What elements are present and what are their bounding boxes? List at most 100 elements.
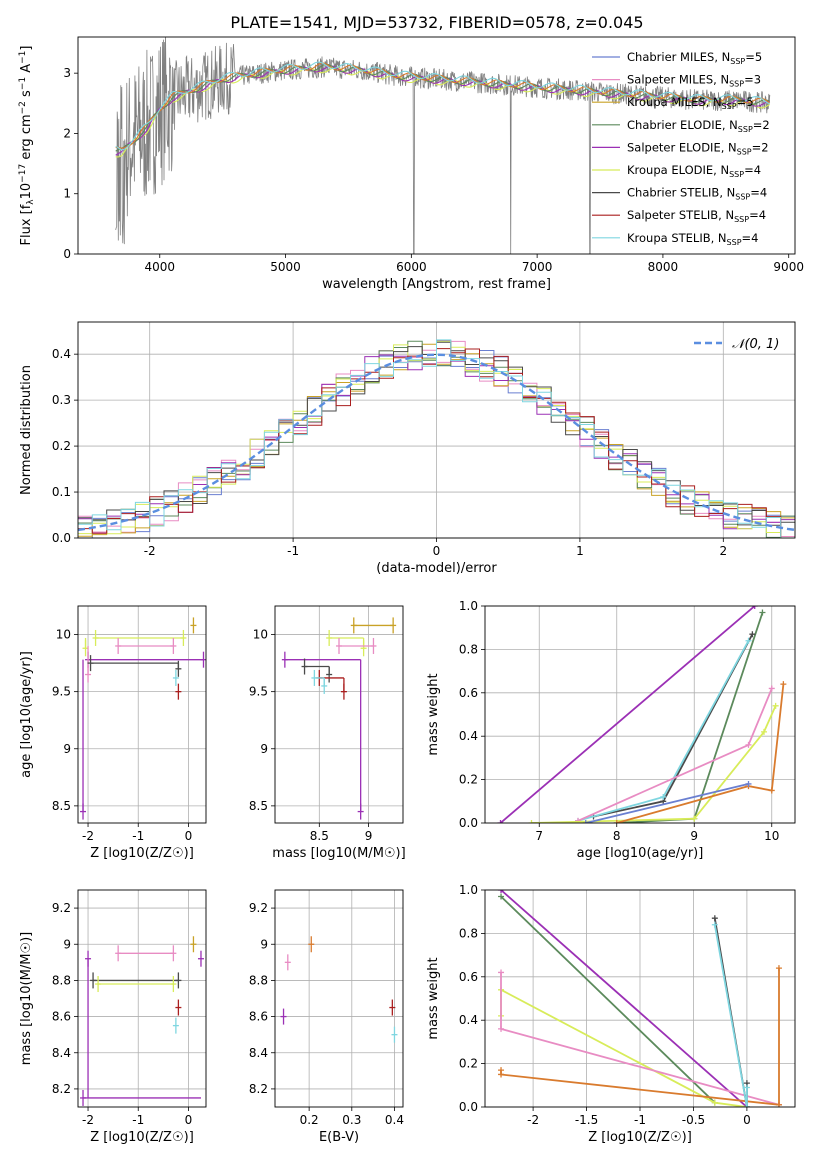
y-tick-label: 0.0 bbox=[52, 531, 71, 545]
weight-point-marker bbox=[745, 741, 752, 748]
y-tick-label: 0.4 bbox=[459, 1013, 478, 1027]
y-tick-label: 8.5 bbox=[52, 799, 71, 813]
residuals-panel: -2 -1 0 1 2 0.0 0.1 0.2 0.3 0.4 (data-model)/error… bbox=[19, 321, 796, 576]
weight-series-line bbox=[713, 924, 748, 1107]
y-tick-label: 9.2 bbox=[249, 901, 268, 915]
y-tick-label: 9.5 bbox=[52, 685, 71, 699]
x-axis-label: wavelength [Angstrom, rest frame] bbox=[322, 277, 551, 292]
plot-area bbox=[80, 936, 204, 1106]
plot-area bbox=[280, 936, 398, 1043]
weight-point-marker bbox=[761, 728, 767, 735]
y-tick-label: 0.6 bbox=[459, 970, 478, 984]
weight-series-line bbox=[585, 783, 749, 823]
x-tick-label: 0.2 bbox=[300, 1113, 319, 1127]
residual-histogram bbox=[78, 339, 795, 538]
y-tick-label: 9.2 bbox=[52, 901, 71, 915]
weight-point-marker bbox=[780, 681, 787, 688]
axes-frame bbox=[77, 889, 207, 1108]
weight-point-marker bbox=[768, 787, 775, 794]
y-tick-label: 0.0 bbox=[459, 816, 478, 830]
weight-point-marker bbox=[759, 609, 766, 616]
x-tick-label: -0.5 bbox=[682, 1113, 705, 1127]
plot-area bbox=[498, 890, 782, 1107]
weight-point-marker bbox=[582, 820, 589, 823]
plot-area bbox=[115, 37, 771, 254]
legend-entry: Kroupa MILES, NSSP=5 bbox=[627, 95, 754, 111]
axes-frame bbox=[77, 321, 796, 539]
legend-entry: 𝒩(0, 1) bbox=[732, 337, 779, 352]
model-spectrum bbox=[115, 62, 771, 149]
axes-frame bbox=[77, 36, 796, 255]
x-tick-label: 8 bbox=[613, 829, 621, 843]
y-tick-label: 8.5 bbox=[249, 799, 268, 813]
axes-frame bbox=[484, 605, 796, 824]
y-tick-label: 10 bbox=[253, 628, 268, 642]
weight-point-marker bbox=[768, 685, 775, 692]
y-tick-label: 0.2 bbox=[52, 439, 71, 453]
x-tick-label: 5000 bbox=[270, 260, 301, 274]
legend: Chabrier MILES, NSSP=5 Salpeter MILES, NS… bbox=[592, 50, 770, 247]
y-tick-label: 0.8 bbox=[459, 642, 478, 656]
x-axis-label: Z [log10(Z/Z☉)] bbox=[588, 1130, 692, 1145]
y-axis-label: mass [log10(M/M☉)] bbox=[19, 932, 34, 1065]
y-tick-label: 0 bbox=[63, 247, 71, 261]
y-tick-label: 8.8 bbox=[52, 973, 71, 987]
x-axis-label: Z [log10(Z/Z☉)] bbox=[90, 846, 194, 861]
weight-point-marker bbox=[528, 820, 535, 823]
y-tick-label: 0.6 bbox=[459, 686, 478, 700]
x-axis-label: mass [log10(M/M☉)] bbox=[272, 846, 405, 861]
y-tick-label: 8.8 bbox=[249, 973, 268, 987]
plot-area bbox=[497, 606, 787, 823]
x-axis-label: age [log10(age/yr)] bbox=[577, 846, 704, 861]
x-axis-label: Z [log10(Z/Z☉)] bbox=[90, 1130, 194, 1145]
weight-point-marker bbox=[711, 921, 718, 928]
weight-series-line bbox=[616, 684, 785, 823]
weight-point-marker bbox=[745, 637, 752, 644]
legend-entry: Chabrier MILES, NSSP=5 bbox=[627, 50, 762, 66]
legend-entry: Salpeter ELODIE, NSSP=2 bbox=[627, 140, 769, 156]
y-tick-label: 8.6 bbox=[52, 1010, 71, 1024]
y-axis-label: age [log10(age/yr)] bbox=[19, 651, 34, 778]
y-tick-label: 0.8 bbox=[459, 926, 478, 940]
weight-series-line bbox=[500, 895, 716, 1104]
weight-series-line bbox=[499, 606, 756, 823]
y-tick-label: 9 bbox=[260, 937, 268, 951]
y-tick-label: 0.1 bbox=[52, 485, 71, 499]
x-tick-label: -1.5 bbox=[575, 1113, 598, 1127]
x-tick-label: 7 bbox=[535, 829, 543, 843]
x-tick-label: 10 bbox=[764, 829, 779, 843]
weight-point-marker bbox=[660, 793, 667, 800]
x-tick-label: 0 bbox=[185, 829, 193, 843]
y-tick-label: 10 bbox=[56, 628, 71, 642]
axes-frame bbox=[484, 889, 796, 1108]
figure-title: PLATE=1541, MJD=53732, FIBERID=0578, z=0… bbox=[230, 13, 643, 32]
age-vs-z-panel: -2 -1 0 8.5 9 9.5 10 Z [log10(Z/Z☉)] age [log10(… bbox=[19, 605, 207, 861]
age-vs-mass-panel: 8.5 9 8.5 9 9.5 10 mass [log10(M/M☉)] bbox=[249, 605, 406, 861]
x-tick-label: 9000 bbox=[773, 260, 804, 274]
y-tick-label: 0.2 bbox=[459, 773, 478, 787]
weight-point-marker bbox=[711, 915, 718, 922]
weight-series-line bbox=[531, 705, 777, 823]
axes-frame bbox=[274, 605, 404, 824]
y-tick-label: 0.2 bbox=[459, 1057, 478, 1071]
weight-vs-age-panel: 7 8 9 10 0.0 0.2 0.4 0.6 0.8 1.0 age [log10(age/yr… bbox=[426, 599, 796, 861]
weight-series-line bbox=[616, 612, 764, 823]
y-tick-label: 3 bbox=[63, 66, 71, 80]
legend-entry: Kroupa ELODIE, NSSP=4 bbox=[627, 163, 761, 179]
y-tick-label: 8.6 bbox=[249, 1010, 268, 1024]
y-tick-label: 8.2 bbox=[52, 1082, 71, 1096]
x-tick-label: 0 bbox=[185, 1113, 193, 1127]
legend-entry: Kroupa STELIB, NSSP=4 bbox=[627, 231, 759, 247]
axes-frame bbox=[77, 605, 207, 824]
x-tick-label: 7000 bbox=[522, 260, 553, 274]
x-tick-label: -1 bbox=[132, 829, 144, 843]
x-axis-label: E(B-V) bbox=[319, 1130, 359, 1145]
weight-point-marker bbox=[498, 890, 505, 893]
y-tick-label: 0.4 bbox=[459, 729, 478, 743]
x-tick-label: -2 bbox=[82, 829, 94, 843]
y-axis-label: mass weight bbox=[426, 673, 441, 755]
x-tick-label: -2 bbox=[82, 1113, 94, 1127]
x-tick-label: -2 bbox=[144, 544, 156, 558]
y-tick-label: 8.4 bbox=[52, 1046, 71, 1060]
